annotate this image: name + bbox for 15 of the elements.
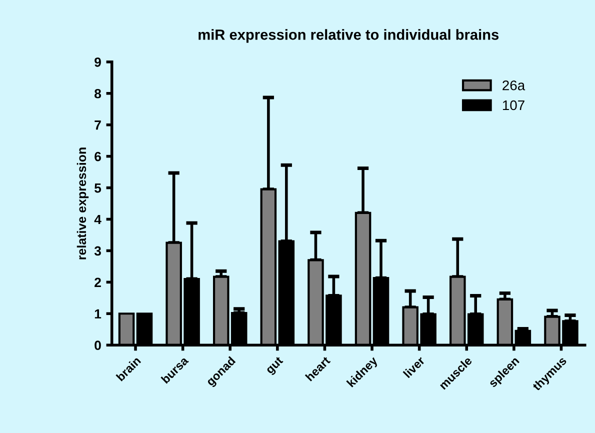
legend-label: 107 <box>502 100 524 110</box>
y-axis-title: relative expression <box>76 148 89 260</box>
x-tick-label: gut <box>265 356 286 376</box>
y-tick-label: 7 <box>94 120 101 130</box>
legend-label: 26a <box>502 80 526 90</box>
y-tick-label: 0 <box>94 340 101 350</box>
y-tick-label: 8 <box>94 88 102 98</box>
y-tick-label: 5 <box>94 183 102 193</box>
chart-title: miR expression relative to individual brains <box>198 29 499 43</box>
y-tick-label: 6 <box>94 152 101 162</box>
y-tick-label: 9 <box>94 57 101 67</box>
y-tick-label: 3 <box>94 246 101 256</box>
y-tick-label: 2 <box>94 278 101 287</box>
y-tick-label: 4 <box>94 214 102 224</box>
y-tick-label: 1 <box>94 309 102 318</box>
